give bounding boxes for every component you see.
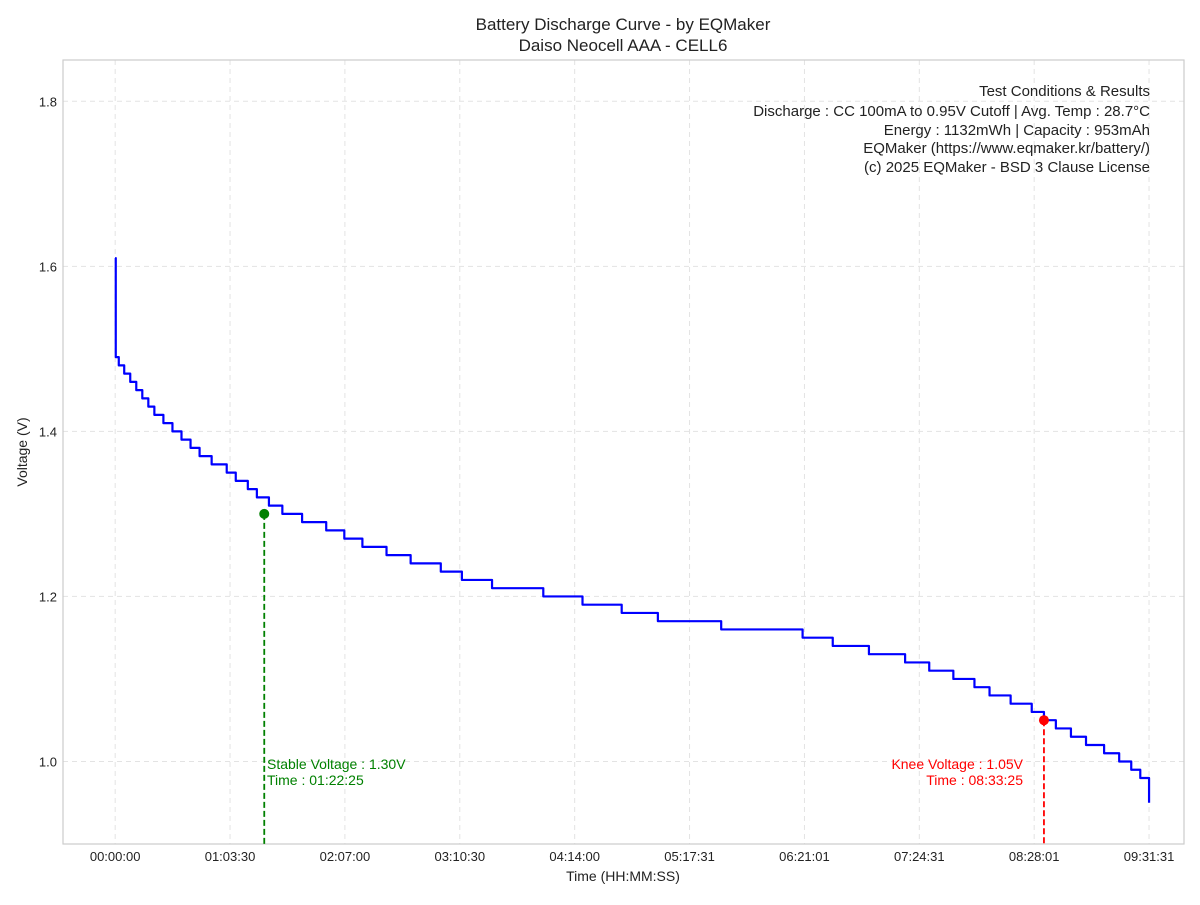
discharge-curve-line — [114, 256, 1151, 803]
info-line-license: (c) 2025 EQMaker - BSD 3 Clause License — [864, 159, 1150, 176]
y-axis-label: Voltage (V) — [14, 417, 30, 486]
chart-subtitle: Daiso Neocell AAA - CELL6 — [519, 36, 728, 55]
knee-voltage-annotation: Knee Voltage : 1.05V Time : 08:33:25 — [891, 756, 1023, 788]
axis-ticks: 00:00:00 01:03:30 02:07:00 03:10:30 04:14:00… — [39, 94, 1174, 864]
plot-frame — [62, 59, 1185, 845]
info-line-energy: Energy : 1132mWh | Capacity : 953mAh — [884, 122, 1150, 139]
annotation-markers — [259, 508, 1049, 844]
stable-time-label: Time : 01:22:25 — [267, 772, 364, 788]
info-line-title: Test Conditions & Results — [979, 83, 1150, 100]
test-info-box: Test Conditions & Results Discharge : CC… — [753, 83, 1150, 176]
knee-point-marker — [1038, 715, 1049, 726]
x-tick-label: 05:17:31 — [664, 849, 715, 864]
stable-voltage-label: Stable Voltage : 1.30V — [267, 756, 406, 772]
y-tick-label: 1.4 — [39, 424, 57, 439]
knee-time-label: Time : 08:33:25 — [926, 772, 1023, 788]
y-tick-label: 1.0 — [39, 754, 57, 769]
x-tick-label: 00:00:00 — [90, 849, 141, 864]
y-tick-label: 1.8 — [39, 94, 57, 109]
grid — [63, 60, 1184, 844]
x-tick-label: 09:31:31 — [1124, 849, 1175, 864]
series-layer — [114, 256, 1151, 803]
stable-voltage-annotation: Stable Voltage : 1.30V Time : 01:22:25 — [267, 756, 406, 788]
stable-point-marker — [259, 508, 270, 519]
x-tick-label: 07:24:31 — [894, 849, 945, 864]
x-tick-label: 03:10:30 — [434, 849, 485, 864]
x-tick-label: 02:07:00 — [320, 849, 371, 864]
x-tick-label: 08:28:01 — [1009, 849, 1060, 864]
y-tick-label: 1.6 — [39, 259, 57, 274]
info-line-link: EQMaker (https://www.eqmaker.kr/battery/… — [863, 140, 1150, 157]
x-tick-label: 04:14:00 — [549, 849, 600, 864]
knee-voltage-label: Knee Voltage : 1.05V — [891, 756, 1023, 772]
chart-title: Battery Discharge Curve - by EQMaker — [476, 15, 771, 34]
x-axis-label: Time (HH:MM:SS) — [566, 868, 680, 884]
y-tick-label: 1.2 — [39, 589, 57, 604]
info-line-discharge: Discharge : CC 100mA to 0.95V Cutoff | A… — [753, 103, 1150, 120]
x-tick-label: 01:03:30 — [205, 849, 256, 864]
x-tick-label: 06:21:01 — [779, 849, 830, 864]
